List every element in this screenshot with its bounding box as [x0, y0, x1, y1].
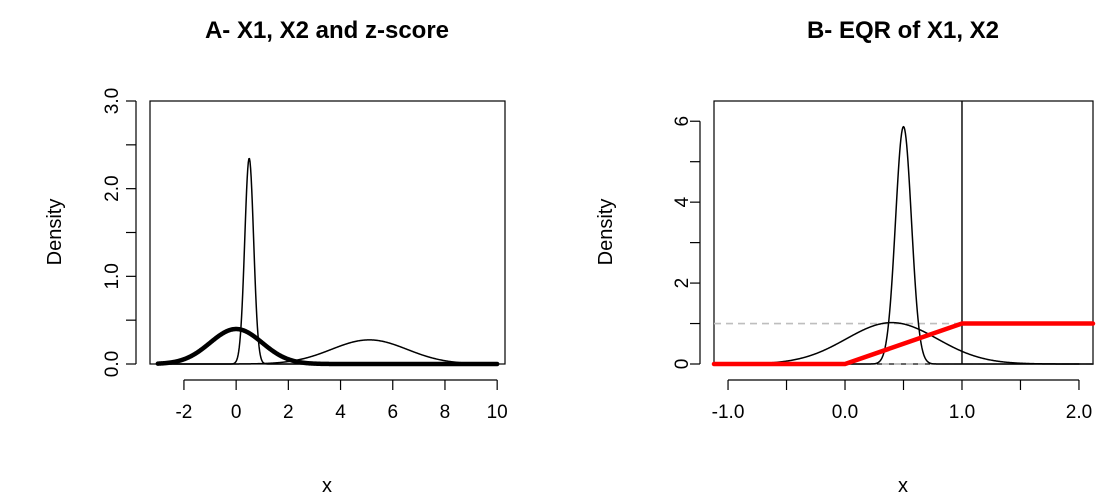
panel-a-x-tick-label-5: 8	[440, 402, 451, 423]
panel-b-plot-frame	[713, 100, 1094, 365]
panel-b-x-label: x	[898, 475, 908, 497]
panel-a-y-tick-label-6: 3.0	[102, 88, 123, 114]
panel-b-y-tick-label-0: 0	[672, 359, 693, 370]
panel-b-x-axis: -1.0 0.0 1.0 2.0	[712, 379, 1092, 423]
panel-a-plot-frame	[149, 100, 506, 365]
panel-a-y-tick-label-2: 1.0	[102, 263, 123, 289]
panel-a-x-tick-label-0: -2	[175, 402, 192, 423]
panel-b: B- EQR of X1, X2 -1.0 0.0 1.0 2.0 0 2 4 6 x De…	[595, 17, 1096, 497]
panel-a: A- X1, X2 and z-score -2 0 2 4 6 8 10 0.0 1.0 2.…	[44, 17, 508, 497]
panel-a-y-axis: 0.0 1.0 2.0 3.0	[102, 88, 137, 377]
panel-a-series-2	[155, 326, 500, 367]
panel-b-series-0	[713, 125, 1094, 365]
panel-b-x-tick-label-2: 0.0	[832, 402, 858, 423]
panel-a-x-tick-label-2: 2	[283, 402, 294, 423]
panel-a-title: A- X1, X2 and z-score	[205, 17, 449, 44]
panel-a-x-tick-label-3: 4	[335, 402, 346, 423]
panel-a-x-tick-label-1: 0	[231, 402, 242, 423]
panel-b-series-1	[713, 321, 1080, 365]
panel-b-x-tick-label-0: -1.0	[712, 402, 745, 423]
panel-b-y-tick-label-4: 4	[672, 196, 693, 207]
panel-b-y-tick-label-6: 6	[672, 116, 693, 127]
panel-a-series-1	[157, 339, 498, 365]
panel-a-y-tick-label-0: 0.0	[102, 351, 123, 377]
panel-a-x-axis: -2 0 2 4 6 8 10	[175, 379, 508, 423]
panel-a-y-label: Density	[44, 199, 66, 266]
panel-b-y-label: Density	[595, 199, 617, 266]
panel-b-x-tick-label-6: 2.0	[1066, 402, 1092, 423]
panel-b-y-axis: 0 2 4 6	[672, 116, 701, 370]
panel-a-curves	[155, 157, 500, 367]
panel-a-x-tick-label-6: 10	[487, 402, 508, 423]
panel-b-title: B- EQR of X1, X2	[807, 17, 999, 44]
panel-a-series-0	[157, 157, 498, 365]
panel-b-y-tick-label-2: 2	[672, 278, 693, 289]
panel-b-curves	[711, 125, 1096, 367]
panel-a-x-tick-label-4: 6	[387, 402, 398, 423]
panel-a-y-tick-label-4: 2.0	[102, 175, 123, 201]
panel-b-series-2	[711, 321, 1096, 367]
panel-a-x-label: x	[322, 475, 332, 497]
panel-b-x-tick-label-4: 1.0	[949, 402, 975, 423]
